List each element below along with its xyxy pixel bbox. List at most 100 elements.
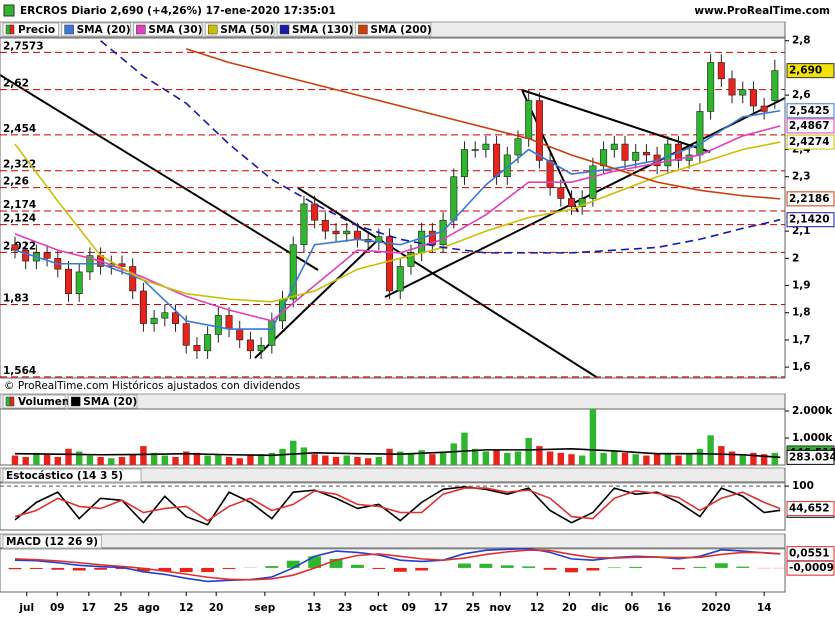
bar xyxy=(365,458,371,465)
bar xyxy=(22,457,28,465)
candle-body xyxy=(643,152,649,155)
bar xyxy=(215,454,221,465)
bar xyxy=(772,453,778,465)
bar xyxy=(55,457,61,465)
legend-label: SMA (20) xyxy=(83,396,137,408)
candle-body xyxy=(622,144,628,160)
bar xyxy=(9,568,22,569)
candle-body xyxy=(547,160,553,187)
x-tick-label: 20 xyxy=(209,602,224,614)
candle-body xyxy=(472,150,478,151)
bar xyxy=(483,451,489,465)
bar xyxy=(579,456,585,465)
value-label: 2,690 xyxy=(789,65,822,77)
candle-body xyxy=(718,62,724,78)
bar xyxy=(675,456,681,465)
x-tick-label: 12 xyxy=(179,602,194,614)
footnote: © ProRealTime.com Históricos ajustados c… xyxy=(4,380,300,392)
candle-body xyxy=(493,144,499,177)
candle-body xyxy=(226,315,232,329)
bar xyxy=(394,568,407,572)
y-tick-label: 1,8 xyxy=(792,307,811,319)
value-label: 283.034 xyxy=(789,451,835,463)
candle-body xyxy=(333,231,339,234)
x-tick-label: 06 xyxy=(625,602,640,614)
candle-body xyxy=(483,144,489,149)
y-tick-label: 100 xyxy=(792,480,814,492)
x-tick-label: oct xyxy=(369,602,387,614)
x-tick-label: nov xyxy=(490,602,512,614)
candle-body xyxy=(740,90,746,95)
candle-body xyxy=(65,269,71,293)
candle-body xyxy=(750,90,756,106)
legend-label: Precio xyxy=(18,24,55,36)
x-tick-label: 14 xyxy=(757,602,772,614)
bar xyxy=(672,568,685,569)
bar xyxy=(180,568,193,572)
level-label: 1,564 xyxy=(3,365,36,377)
value-label: -0,0009 xyxy=(789,562,834,574)
bar xyxy=(515,451,521,465)
bar xyxy=(94,568,107,570)
candle-body xyxy=(707,62,713,111)
bar xyxy=(544,568,557,570)
level-label: 2,124 xyxy=(3,213,36,225)
bar xyxy=(501,565,514,568)
x-tick-label: 09 xyxy=(50,602,65,614)
bar xyxy=(451,443,457,465)
y-tick-label: 2 xyxy=(792,252,799,264)
x-tick-label: 23 xyxy=(338,602,353,614)
bar xyxy=(461,433,467,465)
bar xyxy=(279,449,285,465)
candle-body xyxy=(183,324,189,346)
y-tick-label: 1,6 xyxy=(792,361,811,373)
bar xyxy=(686,454,692,465)
bar xyxy=(162,456,168,465)
legend-icon xyxy=(10,397,14,406)
candle-body xyxy=(451,177,457,221)
candle-body xyxy=(354,231,360,239)
candle-body xyxy=(697,111,703,155)
bar xyxy=(693,567,706,568)
bar xyxy=(479,564,492,568)
bar xyxy=(547,451,553,465)
x-tick-label: 20 xyxy=(562,602,577,614)
bar xyxy=(707,435,713,465)
bar xyxy=(558,453,564,465)
panel-header xyxy=(0,534,785,549)
x-tick-label: ago xyxy=(138,602,160,614)
candle-body xyxy=(418,231,424,253)
candle-body xyxy=(215,315,221,334)
bar xyxy=(611,451,617,465)
candle-body xyxy=(151,318,157,323)
bar xyxy=(665,453,671,465)
bar xyxy=(565,568,578,572)
bar xyxy=(223,568,236,569)
bar xyxy=(372,568,385,569)
bar xyxy=(525,438,531,465)
bar xyxy=(632,454,638,465)
candle-body xyxy=(301,204,307,245)
bar xyxy=(493,450,499,465)
bar xyxy=(718,446,724,465)
bar xyxy=(608,567,621,568)
candle-body xyxy=(76,272,82,294)
y-tick-label: 2,8 xyxy=(792,35,811,47)
legend-icon xyxy=(6,25,10,34)
bar xyxy=(51,568,64,570)
candle-body xyxy=(525,101,531,139)
y-tick-label: 1.000k xyxy=(792,432,833,444)
x-tick-label: 09 xyxy=(402,602,417,614)
level-label: 2,7573 xyxy=(3,40,44,52)
bar xyxy=(654,454,660,465)
legend-swatch xyxy=(358,25,367,34)
x-tick-label: 25 xyxy=(114,602,129,614)
x-tick-label: dic xyxy=(591,602,608,614)
bar xyxy=(729,451,735,465)
legend-label: SMA (200) xyxy=(370,24,431,36)
legend-swatch xyxy=(71,397,80,406)
bar xyxy=(333,457,339,465)
x-tick-label: 13 xyxy=(307,602,322,614)
candle-body xyxy=(344,231,350,234)
